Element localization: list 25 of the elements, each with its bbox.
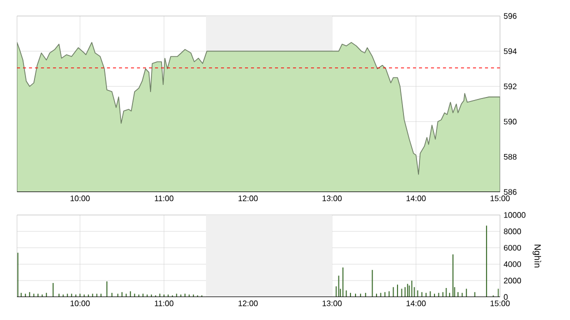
x-tick-label: 15:00 bbox=[490, 300, 510, 306]
x-tick-label: 10:00 bbox=[70, 300, 90, 306]
x-tick-label: 11:00 bbox=[154, 300, 174, 306]
x-tick-label: 13:00 bbox=[322, 196, 342, 202]
x-tick-label: 11:00 bbox=[154, 196, 174, 202]
y-tick-label: 592 bbox=[504, 84, 516, 90]
y-tick-label: 596 bbox=[504, 13, 517, 19]
y-tick-label: 586 bbox=[504, 189, 517, 195]
x-tick-label: 12:00 bbox=[238, 196, 258, 202]
x-tick-label: 14:00 bbox=[406, 300, 426, 306]
y-tick-label: 0 bbox=[504, 294, 508, 300]
x-tick-label: 14:00 bbox=[406, 196, 426, 202]
y-tick-label: 2000 bbox=[504, 278, 522, 284]
x-tick-label: 13:00 bbox=[322, 300, 342, 306]
y-tick-label: 594 bbox=[504, 48, 517, 54]
y-tick-label: 8000 bbox=[504, 228, 522, 234]
y-tick-label: 588 bbox=[504, 154, 517, 160]
y-tick-label: 590 bbox=[504, 118, 517, 124]
x-tick-label: 15:00 bbox=[490, 196, 510, 202]
y-tick-label: 10000 bbox=[504, 212, 526, 218]
y-tick-label: 4000 bbox=[504, 261, 522, 268]
x-tick-label: 12:00 bbox=[238, 300, 258, 306]
x-tick-label: 10:00 bbox=[70, 196, 90, 202]
y-tick-label: 6000 bbox=[504, 244, 522, 251]
y-axis-title: Nghìn bbox=[532, 244, 542, 268]
